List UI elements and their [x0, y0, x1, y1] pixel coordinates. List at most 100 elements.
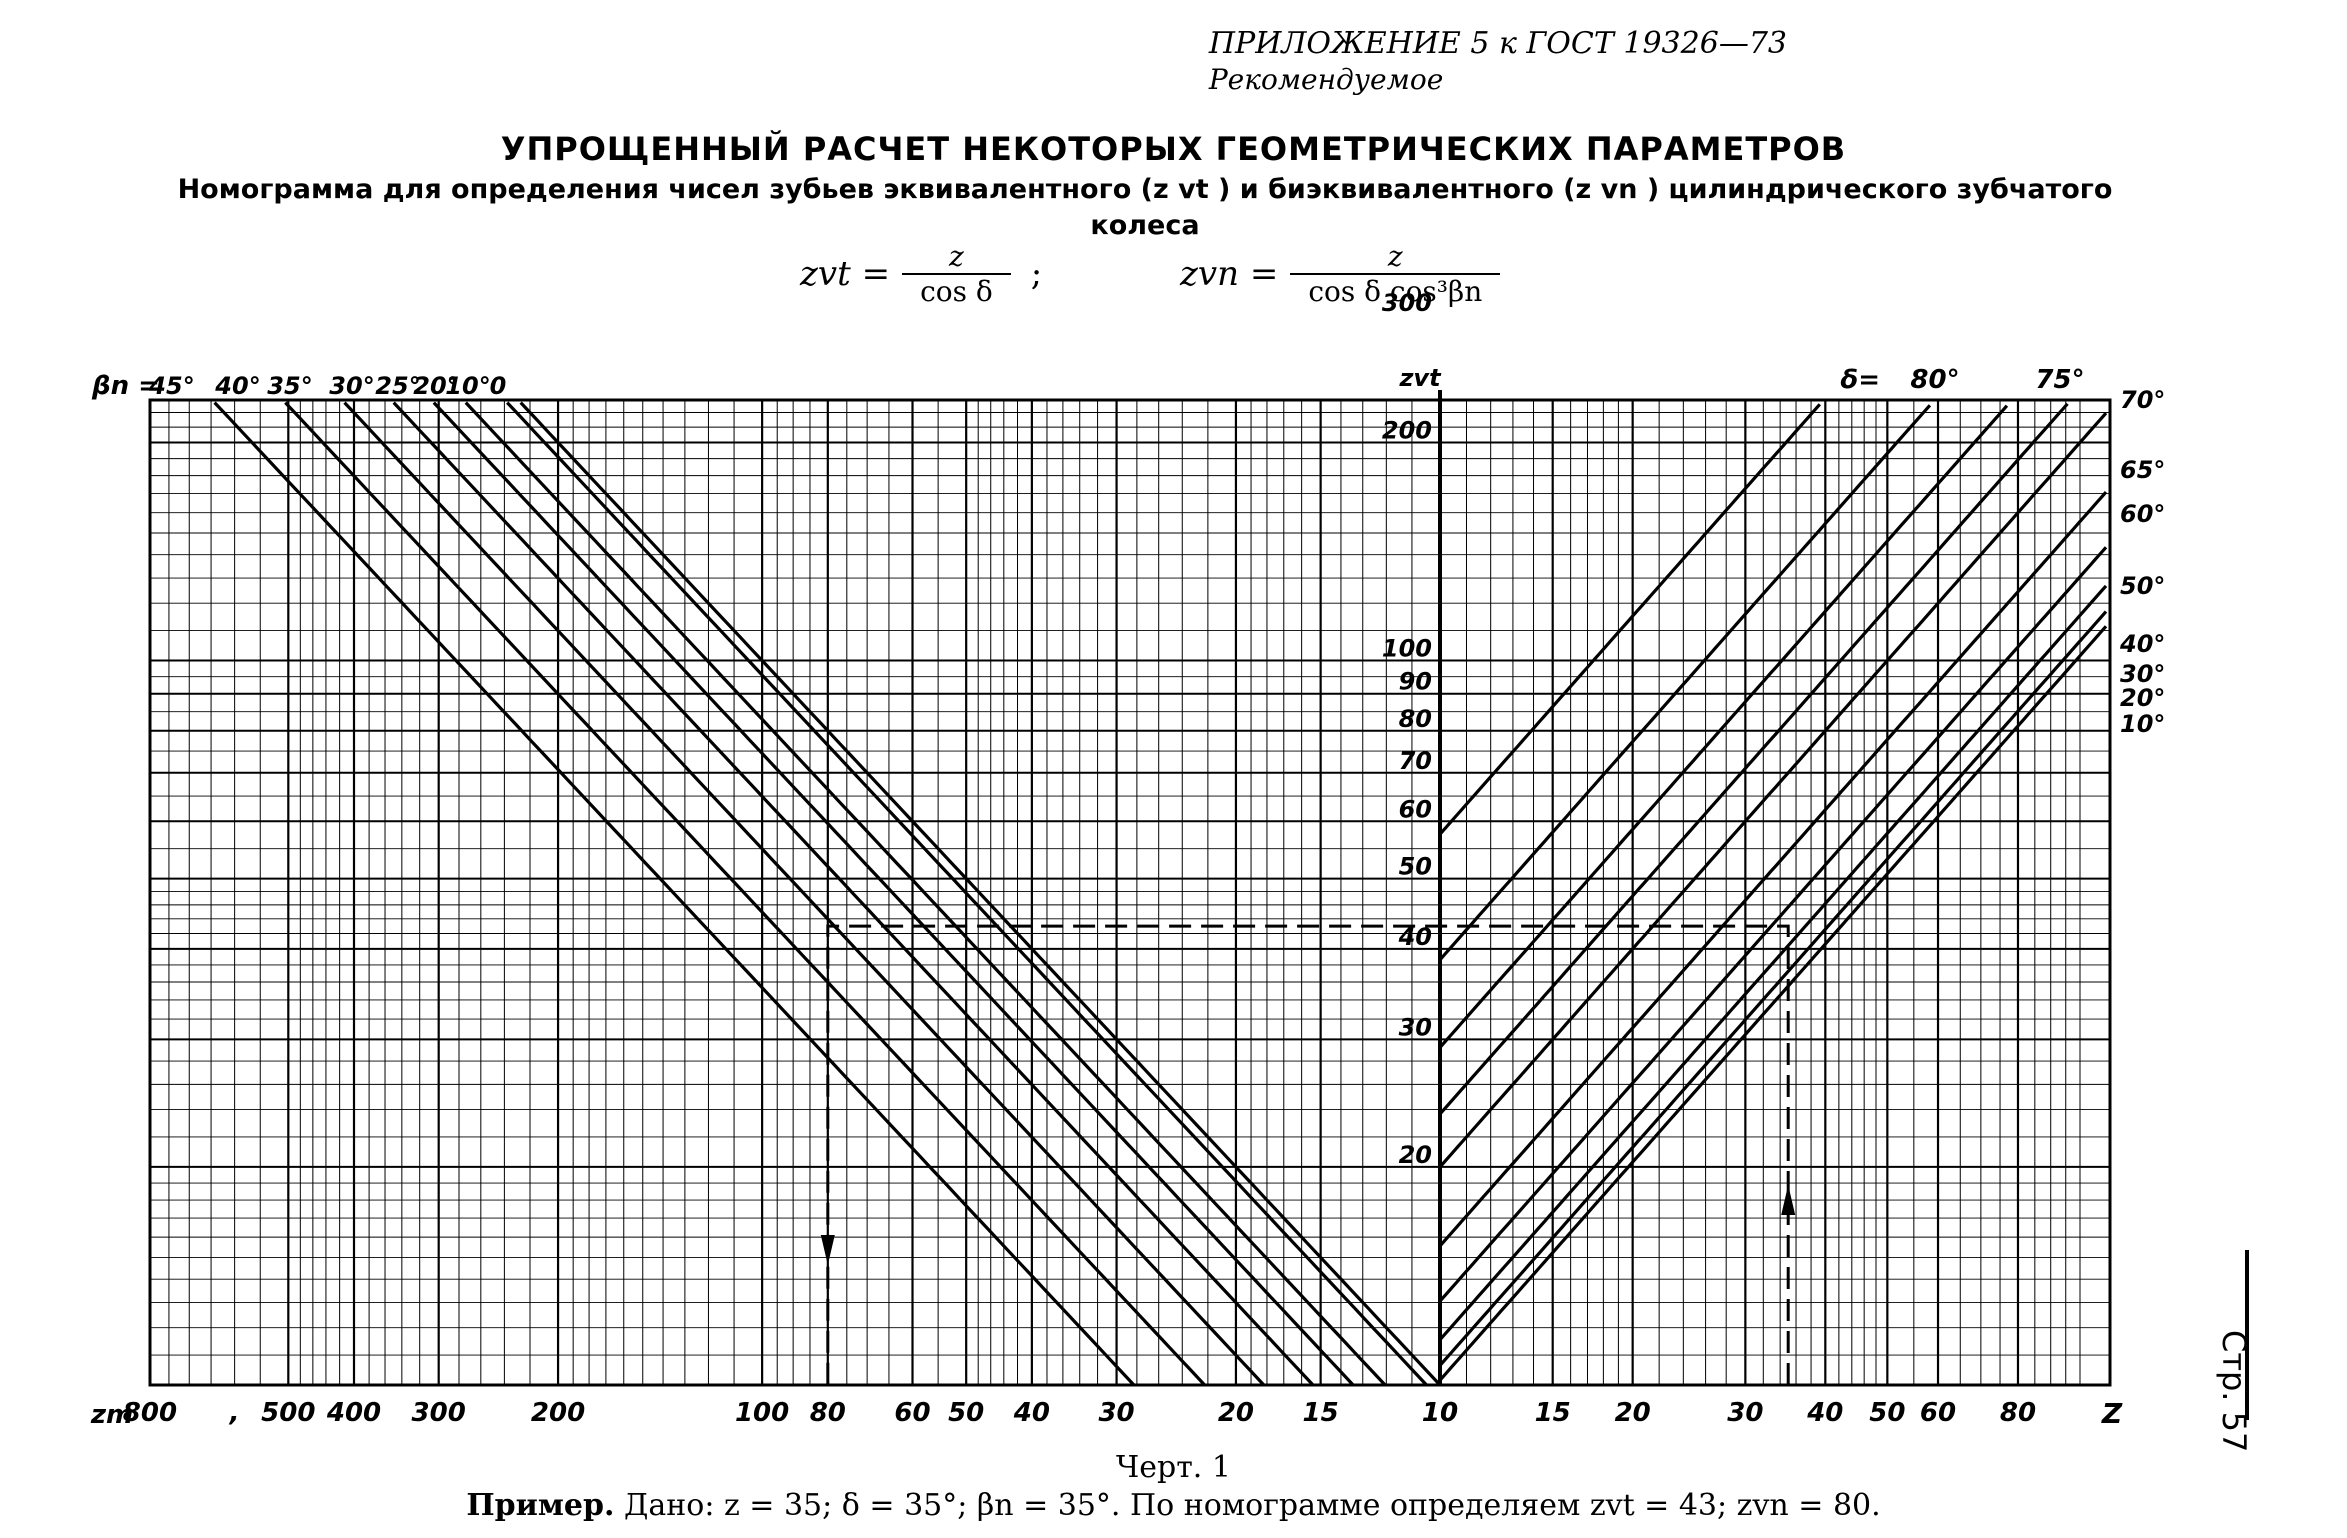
- formula-zvn-fraction: z cos δ cos³βn: [1290, 240, 1501, 308]
- beta-series-label: 20°: [413, 372, 458, 400]
- delta-series-label: 70°: [2120, 386, 2165, 414]
- delta-series-label: 60°: [2120, 500, 2165, 528]
- formula-zvn: zvn = z cos δ cos³βn: [1180, 240, 1501, 308]
- example-text: Пример. Дано: z = 35; δ = 35°; βn = 35°.…: [0, 1488, 2347, 1523]
- zvt-tick-label: 90: [1399, 668, 1432, 696]
- delta-series-label: 20°: [2120, 684, 2165, 712]
- beta-series-label: 45°: [148, 372, 194, 400]
- beta-line-20: [464, 401, 1387, 1387]
- zvn-tick-label: 40: [1013, 1398, 1050, 1428]
- page-number-label: Стр. 57: [2215, 1330, 2253, 1453]
- beta-series-label: 40°: [214, 372, 260, 400]
- zvt-tick-label: 20: [1399, 1141, 1432, 1169]
- delta-line-80: [1438, 403, 1821, 836]
- zvn-tick-label: 10: [1422, 1398, 1458, 1428]
- delta-line-70: [1438, 404, 2009, 1049]
- z-tick-label: 30: [1727, 1398, 1763, 1428]
- zvn-tick-label: 20: [1218, 1398, 1254, 1428]
- beta-line-0: [519, 401, 1442, 1387]
- example-arrow-down: [820, 1235, 835, 1265]
- document-header: ПРИЛОЖЕНИЕ 5 к ГОСТ 19326—73 Рекомендуем…: [1209, 26, 1787, 96]
- status-label: Рекомендуемое: [1208, 63, 1444, 96]
- z-tick-label: 40: [1806, 1398, 1843, 1428]
- formula-zvt-denominator: cos δ: [902, 273, 1011, 308]
- delta-line-65: [1438, 402, 2069, 1116]
- example-body: Дано: z = 35; δ = 35°; βn = 35°. По номо…: [623, 1488, 1881, 1523]
- delta-line-50: [1438, 491, 2108, 1248]
- delta-series-label: 10°: [2120, 710, 2165, 738]
- beta-series-label: 10°: [445, 372, 490, 400]
- delta-line-10: [1438, 625, 2108, 1382]
- zvt-tick-label: 300: [1382, 289, 1432, 317]
- figure-caption: Черт. 1: [1116, 1450, 1231, 1485]
- delta-axis-label: δ=: [1840, 365, 1880, 395]
- zvt-axis-label: zvt: [1398, 364, 1442, 392]
- beta-line-45: [213, 401, 1136, 1387]
- delta-series-label: 30°: [2120, 660, 2165, 688]
- z-tick-label: 20: [1615, 1398, 1651, 1428]
- formula-zvt-fraction: z cos δ: [902, 240, 1011, 308]
- example-arrow-up: [1781, 1185, 1796, 1215]
- beta-line-40: [284, 401, 1206, 1387]
- zvt-tick-label: 70: [1399, 747, 1432, 775]
- beta-series-label: 0: [490, 372, 507, 400]
- zvt-tick-label: 60: [1399, 795, 1432, 823]
- zvn-tick-label: 400: [326, 1398, 381, 1428]
- zvn-tick-label: 80: [810, 1398, 846, 1428]
- formula-zvt: zvt = z cos δ ;: [800, 240, 1062, 308]
- zvn-tick-label: 300: [412, 1398, 466, 1428]
- delta-line-75: [1438, 404, 1932, 961]
- example-label: Пример.: [466, 1488, 615, 1523]
- zvt-tick-label: 30: [1399, 1013, 1432, 1041]
- formula-zvt-lhs: zvt =: [800, 254, 891, 294]
- beta-line-10: [506, 401, 1428, 1387]
- beta-series-label: 25°: [375, 372, 420, 400]
- page-title: УПРОЩЕННЫЙ РАСЧЕТ НЕКОТОРЫХ ГЕОМЕТРИЧЕСК…: [500, 130, 1847, 168]
- zvt-tick-label: 100: [1382, 635, 1432, 663]
- page-number: Стр. 57: [2215, 1250, 2309, 1452]
- beta-series-label: 35°: [267, 372, 312, 400]
- zvn-tick-label: 500: [261, 1398, 315, 1428]
- delta-line-30: [1438, 584, 2108, 1341]
- zvn-tick-label: 30: [1098, 1398, 1134, 1428]
- formula-separator: ;: [1030, 254, 1043, 294]
- zvn-tick-label: ,: [229, 1398, 240, 1428]
- beta-series-label: 30°: [329, 372, 374, 400]
- formula-zvn-lhs: zvn =: [1180, 254, 1279, 294]
- appendix-reference: ПРИЛОЖЕНИЕ 5 к ГОСТ 19326—73: [1208, 26, 1787, 61]
- delta-line-60: [1438, 412, 2108, 1168]
- beta-axis-label: βn =: [91, 371, 160, 401]
- z-tick-label: 80: [2000, 1398, 2036, 1428]
- z-tick-label: 15: [1535, 1398, 1571, 1428]
- formula-zvn-numerator: z: [1387, 240, 1403, 273]
- zvt-tick-label: 50: [1399, 853, 1432, 881]
- zvn-tick-label: 100: [735, 1398, 789, 1428]
- zvn-tick-label: 60: [894, 1398, 930, 1428]
- zvn-tick-label: 200: [531, 1398, 585, 1428]
- z-tick-label: 60: [1920, 1398, 1956, 1428]
- z-axis-label: Z: [2101, 1397, 2123, 1430]
- zvt-tick-label: 200: [1382, 416, 1432, 444]
- zvt-tick-label: 40: [1398, 923, 1432, 951]
- page-subtitle: Номограмма для определения чисел зубьев …: [177, 174, 2113, 241]
- delta-series-label: 40°: [2119, 630, 2165, 658]
- beta-line-25: [432, 401, 1355, 1387]
- zvn-axis-label: zm: [90, 1400, 133, 1430]
- beta-line-35: [343, 401, 1265, 1387]
- delta-line-20: [1438, 610, 2108, 1367]
- z-tick-label: 10: [1422, 1398, 1458, 1428]
- formula-zvn-denominator: cos δ cos³βn: [1290, 273, 1501, 308]
- z-tick-label: 50: [1869, 1398, 1905, 1428]
- zvt-tick-label: 80: [1399, 705, 1432, 733]
- example-dashed-path: [826, 924, 1790, 1385]
- formula-zvt-numerator: z: [949, 240, 964, 273]
- zvn-tick-label: 15: [1303, 1398, 1339, 1428]
- delta-series-label: 65°: [2120, 456, 2165, 484]
- delta-line-40: [1438, 546, 2108, 1303]
- zvn-tick-label: 800: [123, 1398, 177, 1428]
- zvn-tick-label: 50: [948, 1398, 984, 1428]
- beta-line-30: [392, 401, 1315, 1387]
- delta-series-label: 50°: [2120, 572, 2165, 600]
- delta-series-label: 75°: [2035, 365, 2084, 395]
